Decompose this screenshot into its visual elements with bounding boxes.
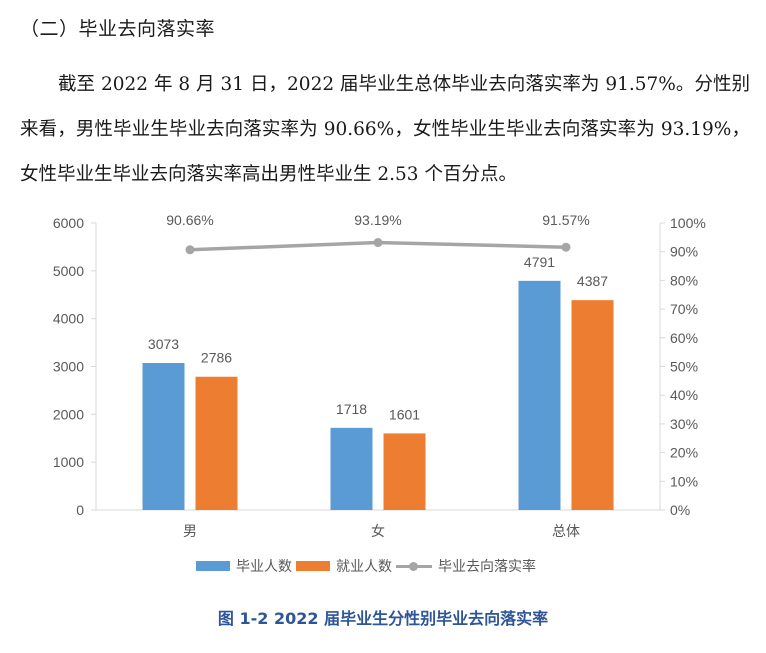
right-axis-tick: 70% xyxy=(670,301,698,317)
right-axis-tick: 90% xyxy=(670,244,698,260)
left-axis: 0 1000 2000 3000 4000 5000 6000 xyxy=(53,215,660,518)
left-axis-tick: 3000 xyxy=(53,359,84,375)
rate-value-label: 90.66% xyxy=(166,212,213,228)
category-label: 男 xyxy=(183,523,197,539)
figure-caption: 图 1-2 2022 届毕业生分性别毕业去向落实率 xyxy=(217,609,549,628)
summary-paragraph: 截至 2022 年 8 月 31 日，2022 届毕业生总体毕业去向落实率为 9… xyxy=(20,74,750,185)
graduates-swatch-icon xyxy=(196,561,230,571)
legend-item-employed: 就业人数 xyxy=(296,556,392,576)
employed-swatch-icon xyxy=(296,561,330,571)
employed-bar xyxy=(383,433,426,510)
right-axis-tick: 40% xyxy=(670,387,698,403)
category-label: 总体 xyxy=(552,523,580,539)
bar-value-label: 2786 xyxy=(201,350,232,366)
right-axis-tick: 10% xyxy=(670,473,698,489)
chart-legend: 毕业人数 就业人数 毕业去向落实率 xyxy=(196,556,540,576)
right-axis: 0% 10% 20% 30% 40% 50% 60% 70% 80% 90% 100% xyxy=(659,215,706,518)
bar-line-chart: 0 1000 2000 3000 4000 5000 6000 0% 10% 20% 30% 40%… xyxy=(53,212,706,539)
graduates-bar xyxy=(330,427,373,510)
line-marker-icon xyxy=(396,561,432,571)
legend-label: 就业人数 xyxy=(336,559,392,575)
right-axis-tick: 100% xyxy=(670,215,706,231)
bar-value-label: 3073 xyxy=(148,336,179,352)
right-axis-tick: 0% xyxy=(670,502,690,518)
employed-bar xyxy=(195,376,238,510)
category-label: 女 xyxy=(371,523,385,539)
rate-value-label: 91.57% xyxy=(542,212,589,228)
bar-value-label: 1718 xyxy=(336,401,367,417)
legend-label: 毕业去向落实率 xyxy=(438,559,536,575)
graduates-bar xyxy=(142,363,185,510)
section-title: （二）毕业去向落实率 xyxy=(20,18,216,40)
bars: 3073 2786 1718 1601 4791 4387 xyxy=(142,254,614,510)
employed-bar xyxy=(571,300,614,510)
rate-value-label: 93.19% xyxy=(354,212,401,228)
left-axis-tick: 5000 xyxy=(53,263,84,279)
legend-item-graduates: 毕业人数 xyxy=(196,556,292,576)
rate-point xyxy=(561,242,571,252)
legend-label: 毕业人数 xyxy=(236,559,292,575)
bar-value-label: 1601 xyxy=(389,406,420,422)
left-axis-tick: 1000 xyxy=(53,454,84,470)
left-axis-tick: 6000 xyxy=(53,215,84,231)
legend-item-rate: 毕业去向落实率 xyxy=(396,556,536,576)
left-axis-tick: 4000 xyxy=(53,311,84,327)
left-axis-tick: 2000 xyxy=(53,406,84,422)
right-axis-tick: 80% xyxy=(670,272,698,288)
right-axis-tick: 60% xyxy=(670,330,698,346)
right-axis-tick: 50% xyxy=(670,359,698,375)
rate-line: 90.66% 93.19% 91.57% xyxy=(166,212,590,255)
right-axis-tick: 30% xyxy=(670,416,698,432)
bar-value-label: 4387 xyxy=(577,273,608,289)
rate-point xyxy=(373,238,383,248)
right-axis-tick: 20% xyxy=(670,445,698,461)
graduates-bar xyxy=(518,280,561,510)
left-axis-tick: 0 xyxy=(76,502,84,518)
bar-value-label: 4791 xyxy=(524,254,555,270)
rate-point xyxy=(185,245,195,255)
category-labels: 男 女 总体 xyxy=(183,523,580,539)
